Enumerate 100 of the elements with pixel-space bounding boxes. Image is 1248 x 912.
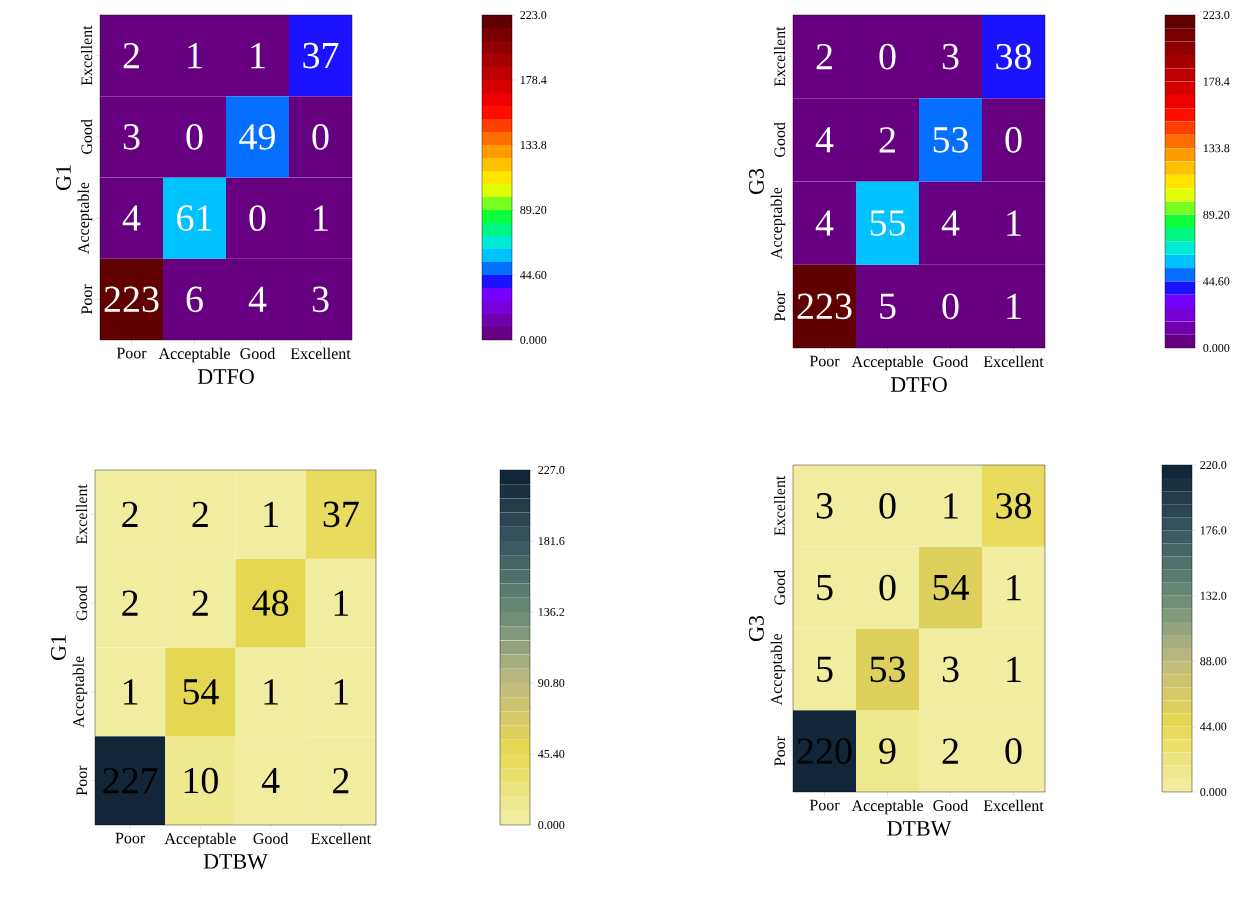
data-label: 4 <box>261 768 280 794</box>
data-label: 4 <box>815 210 834 236</box>
color-bar-label: 90.80 <box>538 678 565 688</box>
data-label: 61 <box>177 205 212 231</box>
color-bar-label: 0.000 <box>520 335 547 345</box>
data-label: 0 <box>879 574 896 601</box>
x-tick-label: Good <box>240 347 276 360</box>
x-tick-label: Poor <box>115 832 146 844</box>
x-tick-label: Excellent <box>983 799 1044 812</box>
color-bar-label: 0.000 <box>538 820 565 830</box>
data-label: 1 <box>1007 293 1021 319</box>
x-tick-label: Excellent <box>290 347 351 360</box>
x-tick-label: Acceptable <box>164 832 236 848</box>
color-bar-label: 133.8 <box>1203 144 1230 153</box>
y-tick-label: Good <box>75 585 88 621</box>
data-label: 227 <box>103 768 158 794</box>
data-label: 2 <box>122 590 138 616</box>
color-bar-label: 44.60 <box>520 270 547 280</box>
color-bar-label: 136.2 <box>538 607 565 617</box>
color-bar-label: 0.000 <box>1200 787 1227 797</box>
x-tick-label: Acceptable <box>851 799 923 815</box>
data-label: 1 <box>1007 575 1021 601</box>
data-label: 2 <box>122 501 138 527</box>
x-axis-title: DTBW <box>203 854 268 869</box>
y-tick-label: Excellent <box>773 475 786 536</box>
data-label: 1 <box>1007 210 1021 236</box>
data-label: 54 <box>933 574 969 601</box>
color-bar-label: 44.60 <box>1203 277 1230 286</box>
color-bar-label: 176.0 <box>1200 526 1227 535</box>
data-label: 54 <box>183 679 219 705</box>
data-label: 0 <box>879 493 896 519</box>
y-tick-label: Poor <box>774 291 786 322</box>
data-label: 1 <box>251 43 265 69</box>
color-bar-label: 89.20 <box>1203 210 1230 219</box>
y-axis-title: G3 <box>749 615 764 642</box>
data-label: 4 <box>122 205 141 231</box>
data-label: 0 <box>249 205 266 231</box>
data-label: 0 <box>186 124 203 150</box>
data-label: 3 <box>942 43 959 70</box>
data-label: 1 <box>264 679 278 705</box>
data-label: 37 <box>303 42 339 69</box>
data-label: 38 <box>996 493 1032 519</box>
x-tick-label: Poor <box>809 799 840 811</box>
x-tick-label: Good <box>253 832 289 845</box>
data-label: 2 <box>192 501 208 527</box>
data-label: 10 <box>184 767 218 794</box>
data-label: 3 <box>816 493 833 519</box>
y-tick-label: Excellent <box>80 25 93 86</box>
y-tick-label: Excellent <box>75 484 88 545</box>
data-label: 49 <box>239 124 275 150</box>
data-label: 3 <box>312 286 329 313</box>
color-bar-label: 88.00 <box>1200 657 1227 666</box>
color-bar-label: 223.0 <box>1203 10 1230 20</box>
data-label: 6 <box>186 286 203 313</box>
color-bar-label: 133.8 <box>520 140 547 150</box>
color-bar-label: 132.0 <box>1200 591 1227 600</box>
data-label: 5 <box>817 574 833 601</box>
data-label: 5 <box>817 656 833 682</box>
y-tick-label: Acceptable <box>770 633 786 706</box>
data-label: 53 <box>933 127 969 153</box>
data-label: 55 <box>870 210 906 236</box>
data-label: 0 <box>942 293 959 320</box>
data-label: 1 <box>188 43 202 69</box>
y-tick-label: Good <box>80 119 93 154</box>
x-tick-label: Acceptable <box>158 347 230 363</box>
y-tick-label: Good <box>773 122 786 157</box>
x-axis-title: DTFO <box>890 377 947 392</box>
color-bar-label: 220.0 <box>1200 460 1227 470</box>
x-tick-label: Excellent <box>983 355 1044 368</box>
y-tick-label: Good <box>773 570 786 605</box>
y-axis-title: G1 <box>56 165 71 191</box>
data-label: 53 <box>870 656 906 683</box>
x-tick-label: Excellent <box>311 832 371 845</box>
data-label: 5 <box>880 293 896 319</box>
data-label: 2 <box>123 43 139 69</box>
data-label: 4 <box>815 127 834 153</box>
data-label: 0 <box>879 43 896 70</box>
color-bar-label: 181.6 <box>538 536 565 546</box>
data-label: 0 <box>312 124 329 150</box>
color-bar-label: 0.000 <box>1203 343 1230 353</box>
y-tick-label: Poor <box>774 736 786 766</box>
y-axis-title: G1 <box>51 635 66 661</box>
data-label: 4 <box>248 286 267 312</box>
color-bar-label: 178.4 <box>1203 77 1230 86</box>
data-label: 38 <box>996 43 1032 70</box>
color-bar-label: 44.00 <box>1200 722 1227 731</box>
x-axis-title: DTBW <box>887 821 952 836</box>
y-tick-label: Poor <box>81 284 93 315</box>
data-label: 2 <box>192 590 208 616</box>
y-axis-title: G3 <box>749 168 764 195</box>
y-tick-label: Acceptable <box>77 182 93 254</box>
data-label: 1 <box>123 679 138 705</box>
data-label: 1 <box>264 501 278 527</box>
data-label: 2 <box>942 738 958 764</box>
data-label: 0 <box>1005 738 1022 764</box>
y-tick-label: Excellent <box>773 26 786 87</box>
data-label: 0 <box>1005 127 1022 153</box>
data-label: 4 <box>941 210 960 236</box>
color-bar-label: 89.20 <box>520 205 547 215</box>
y-tick-label: Acceptable <box>770 187 786 259</box>
